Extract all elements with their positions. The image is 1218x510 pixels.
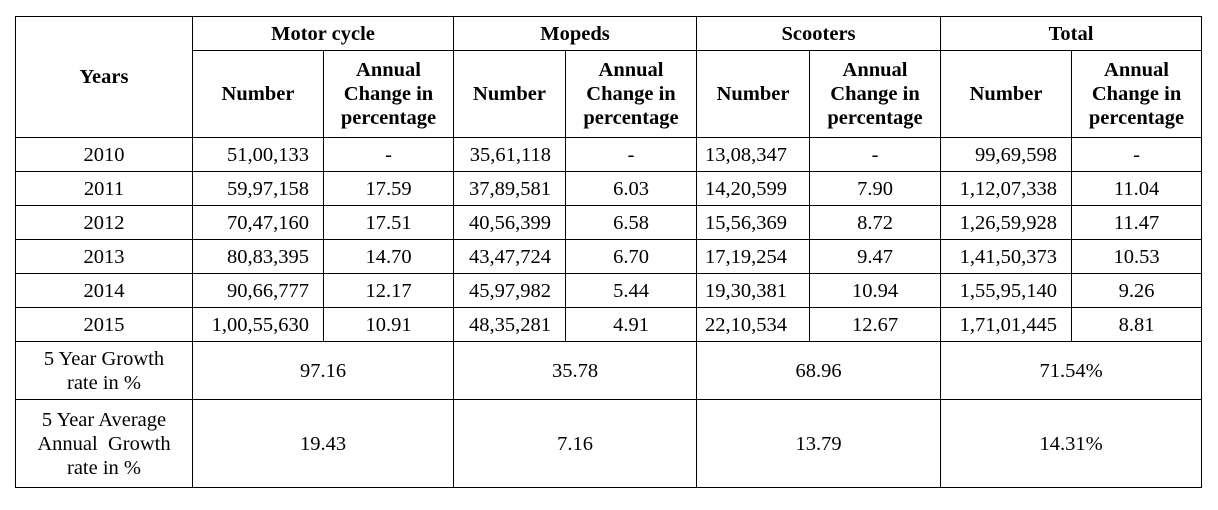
sub-header-annual-change: Annual Change in percentage [323, 50, 454, 138]
change-cell: 14.70 [323, 239, 454, 274]
sub-header-number: Number [696, 50, 811, 138]
sub-header-annual-change: Annual Change in percentage [809, 50, 942, 138]
five-year-average-growth-label: 5 Year Average Annual Growth rate in % [15, 399, 193, 488]
group-header-mopeds: Mopeds [452, 16, 698, 51]
change-cell: 7.90 [809, 171, 942, 206]
year-cell: 2012 [15, 205, 193, 240]
number-cell: 22,10,534 [696, 307, 811, 342]
table-row: 2015 1,00,55,630 10.91 48,35,281 4.91 22… [15, 307, 1203, 342]
change-cell: - [1071, 137, 1203, 172]
change-cell: 11.47 [1071, 205, 1203, 240]
number-cell: 45,97,982 [453, 273, 566, 308]
growth-value-scooters: 68.96 [696, 341, 942, 400]
group-header-motor-cycle: Motor cycle [192, 16, 454, 51]
number-cell: 43,47,724 [453, 239, 566, 274]
change-cell: 6.58 [564, 205, 698, 240]
number-cell: 1,41,50,373 [940, 239, 1073, 274]
number-cell: 1,12,07,338 [940, 171, 1073, 206]
change-cell: 17.59 [323, 171, 454, 206]
sub-header-number: Number [940, 50, 1073, 138]
number-cell: 99,69,598 [940, 137, 1073, 172]
number-cell: 1,55,95,140 [940, 273, 1073, 308]
number-cell: 48,35,281 [453, 307, 566, 342]
number-cell: 51,00,133 [192, 137, 324, 172]
group-header-row: Years Motor cycle Mopeds Scooters Total [15, 16, 1203, 138]
change-cell: 10.91 [323, 307, 454, 342]
number-cell: 40,56,399 [453, 205, 566, 240]
year-cell: 2011 [15, 171, 193, 206]
number-cell: 37,89,581 [453, 171, 566, 206]
number-cell: 13,08,347 [696, 137, 811, 172]
avg-growth-value-mopeds: 7.16 [452, 399, 698, 488]
change-cell: 17.51 [323, 205, 454, 240]
change-cell: 12.67 [809, 307, 942, 342]
sub-header-annual-change: Annual Change in percentage [1071, 50, 1203, 138]
change-cell: 12.17 [323, 273, 454, 308]
change-cell: 8.81 [1071, 307, 1203, 342]
number-cell: 1,26,59,928 [940, 205, 1073, 240]
avg-growth-value-motor-cycle: 19.43 [192, 399, 454, 488]
table-row: 2013 80,83,395 14.70 43,47,724 6.70 17,1… [15, 239, 1203, 274]
number-cell: 59,97,158 [192, 171, 324, 206]
number-cell: 90,66,777 [192, 273, 324, 308]
number-cell: 14,20,599 [696, 171, 811, 206]
change-cell: - [564, 137, 698, 172]
change-cell: - [323, 137, 454, 172]
growth-value-mopeds: 35.78 [452, 341, 698, 400]
change-cell: 11.04 [1071, 171, 1203, 206]
table-row: 2012 70,47,160 17.51 40,56,399 6.58 15,5… [15, 205, 1203, 240]
sub-header-annual-change: Annual Change in percentage [564, 50, 698, 138]
year-cell: 2014 [15, 273, 193, 308]
table-row: 2011 59,97,158 17.59 37,89,581 6.03 14,2… [15, 171, 1203, 206]
years-header: Years [15, 16, 193, 138]
change-cell: 8.72 [809, 205, 942, 240]
growth-value-motor-cycle: 97.16 [192, 341, 454, 400]
vehicle-growth-table: Years Motor cycle Mopeds Scooters Total … [15, 16, 1203, 488]
change-cell: 9.26 [1071, 273, 1203, 308]
year-cell: 2015 [15, 307, 193, 342]
five-year-average-growth-row: 5 Year Average Annual Growth rate in % 19.… [15, 399, 1203, 488]
year-cell: 2010 [15, 137, 193, 172]
growth-value-total: 71.54% [940, 341, 1203, 400]
avg-growth-value-scooters: 13.79 [696, 399, 942, 488]
change-cell: 5.44 [564, 273, 698, 308]
change-cell: 10.94 [809, 273, 942, 308]
sub-header-number: Number [192, 50, 324, 138]
change-cell: 10.53 [1071, 239, 1203, 274]
number-cell: 70,47,160 [192, 205, 324, 240]
number-cell: 17,19,254 [696, 239, 811, 274]
number-cell: 35,61,118 [453, 137, 566, 172]
change-cell: 6.03 [564, 171, 698, 206]
number-cell: 19,30,381 [696, 273, 811, 308]
change-cell: 9.47 [809, 239, 942, 274]
number-cell: 80,83,395 [192, 239, 324, 274]
number-cell: 1,00,55,630 [192, 307, 324, 342]
change-cell: 4.91 [564, 307, 698, 342]
year-cell: 2013 [15, 239, 193, 274]
number-cell: 1,71,01,445 [940, 307, 1073, 342]
avg-growth-value-total: 14.31% [940, 399, 1203, 488]
five-year-growth-label: 5 Year Growth rate in % [15, 341, 193, 400]
number-cell: 15,56,369 [696, 205, 811, 240]
group-header-scooters: Scooters [696, 16, 942, 51]
group-header-total: Total [940, 16, 1203, 51]
five-year-growth-row: 5 Year Growth rate in % 97.16 35.78 68.96… [15, 341, 1203, 400]
sub-header-number: Number [453, 50, 566, 138]
sub-header-row: Number Annual Change in percentage Number … [16, 50, 1203, 138]
change-cell: - [809, 137, 942, 172]
table-row: 2010 51,00,133 - 35,61,118 - 13,08,347 -… [15, 137, 1203, 172]
change-cell: 6.70 [564, 239, 698, 274]
table-row: 2014 90,66,777 12.17 45,97,982 5.44 19,3… [15, 273, 1203, 308]
